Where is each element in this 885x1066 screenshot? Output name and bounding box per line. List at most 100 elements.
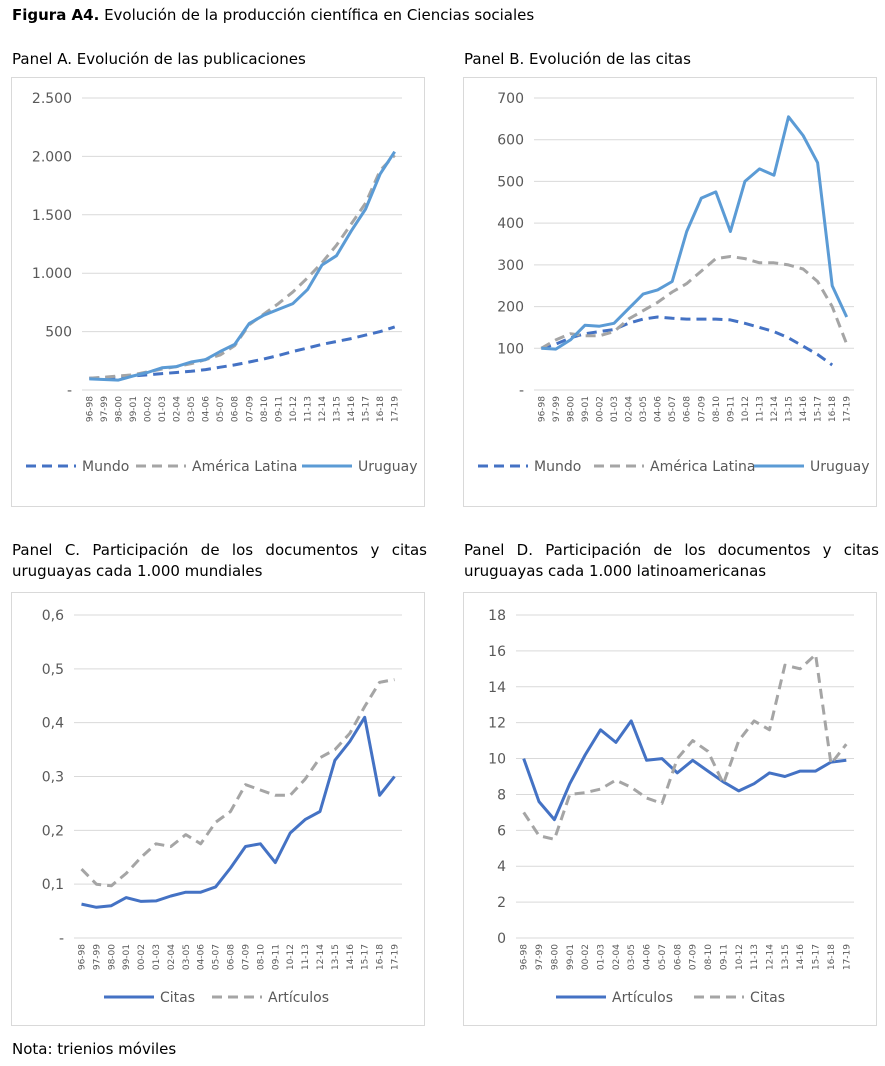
x-tick-label: 12-14 — [766, 944, 776, 970]
y-tick-label: 2.500 — [32, 91, 72, 107]
x-tick-label: 14-16 — [346, 944, 356, 970]
x-tick-label: 09-11 — [274, 396, 284, 422]
x-tick-label: 03-05 — [182, 944, 192, 970]
x-tick-label: 08-10 — [256, 944, 266, 970]
x-tick-label: 02-04 — [612, 944, 622, 970]
panel-b-chart: - 100 200 300 400 500 600 700 96-98 97-99 98-00 99-… — [463, 77, 877, 507]
y-tick-label: 0,2 — [42, 823, 64, 839]
x-tick-label: 10-12 — [289, 396, 299, 422]
panel-a-chart: - 500 1.000 1.500 2.000 2.500 96-98 97-99 98-00 9… — [11, 77, 425, 507]
y-tick-label: 1.500 — [32, 208, 72, 224]
x-tick-label: 17-19 — [391, 944, 401, 970]
x-tick-label: 96-98 — [537, 396, 547, 422]
x-tick-label: 16-18 — [827, 944, 837, 970]
x-tick-label: 12-14 — [318, 396, 328, 422]
x-tick-label: 07-09 — [241, 944, 251, 970]
x-tick-label: 97-99 — [535, 944, 545, 970]
series-line-artículos — [80, 678, 395, 888]
legend-label: Artículos — [612, 990, 673, 1006]
legend-label: Citas — [750, 990, 785, 1006]
legend-label: Uruguay — [358, 459, 418, 475]
panel-a-svg: - 500 1.000 1.500 2.000 2.500 96-98 97-99 98-00 9… — [26, 91, 418, 475]
y-tick-label: 10 — [488, 752, 506, 768]
x-tick-label: 04-06 — [197, 944, 207, 970]
y-tick-label: 0,6 — [42, 608, 64, 624]
x-tick-label: 16-18 — [376, 944, 386, 970]
x-tick-label: 12-14 — [770, 396, 780, 422]
y-tick-label: 0,3 — [42, 770, 64, 786]
series-line-citas — [522, 653, 848, 841]
x-tick-label: 07-09 — [697, 396, 707, 422]
x-tick-label: 03-05 — [627, 944, 637, 970]
x-tick-label: 05-07 — [216, 396, 226, 422]
y-tick-label: 2.000 — [32, 149, 72, 165]
x-tick-label: 98-00 — [566, 396, 576, 422]
y-tick-label: 0,5 — [42, 662, 64, 678]
y-tick-label: 4 — [497, 859, 506, 875]
x-tick-label: 02-04 — [625, 396, 635, 422]
series-line-uruguay — [89, 150, 396, 382]
figure-note: Nota: trienios móviles — [12, 1040, 177, 1058]
x-tick-label: 06-08 — [673, 944, 683, 970]
x-tick-label: 09-11 — [726, 396, 736, 422]
x-tick-label: 05-07 — [668, 396, 678, 422]
x-tick-label: 05-07 — [212, 944, 222, 970]
x-tick-label: 11-13 — [303, 396, 313, 422]
y-tick-label: 300 — [497, 258, 524, 274]
y-tick-label: 8 — [497, 787, 506, 803]
series-line-mundo — [540, 315, 834, 367]
legend-label: Uruguay — [810, 459, 870, 475]
series-line-artículos — [522, 719, 847, 822]
x-tick-label: 13-15 — [333, 396, 343, 422]
x-tick-label: 03-05 — [639, 396, 649, 422]
x-tick-label: 96-98 — [85, 396, 95, 422]
x-tick-label: 17-19 — [842, 944, 852, 970]
x-tick-label: 98-00 — [550, 944, 560, 970]
y-tick-label: 0 — [497, 931, 506, 947]
x-tick-label: 10-12 — [286, 944, 296, 970]
x-tick-label: 99-01 — [122, 944, 132, 970]
legend-label: Citas — [160, 990, 195, 1006]
x-tick-label: 14-16 — [347, 396, 357, 422]
y-tick-label: 700 — [497, 91, 524, 107]
x-tick-label: 11-13 — [750, 944, 760, 970]
y-tick-label: 1.000 — [32, 266, 72, 282]
panel-d-chart: 0 2 4 6 8 10 12 14 16 18 96-98 97-99 98-00 99-01 00-02… — [463, 592, 877, 1026]
x-tick-label: 09-11 — [719, 944, 729, 970]
x-tick-label: 08-10 — [712, 396, 722, 422]
x-tick-label: 01-03 — [158, 396, 168, 422]
series-line-américa-latina — [89, 154, 396, 380]
series-line-citas — [81, 715, 396, 909]
legend-label: América Latina — [192, 459, 297, 475]
series-line-américa-latina — [540, 255, 849, 350]
x-tick-label: 07-09 — [689, 944, 699, 970]
x-tick-label: 13-15 — [781, 944, 791, 970]
y-tick-label: - — [67, 383, 72, 399]
legend-label: Mundo — [82, 459, 129, 475]
series-line-uruguay — [541, 115, 849, 351]
panel-b-title: Panel B. Evolución de las citas — [464, 50, 691, 68]
legend-label: Artículos — [268, 990, 329, 1006]
y-tick-label: 14 — [488, 680, 506, 696]
x-tick-label: 01-03 — [610, 396, 620, 422]
x-tick-label: 04-06 — [202, 396, 212, 422]
panel-b-svg: - 100 200 300 400 500 600 700 96-98 97-99 98-00 99-… — [478, 91, 870, 475]
x-tick-label: 15-17 — [814, 396, 824, 422]
y-tick-label: 200 — [497, 300, 524, 316]
x-tick-label: 03-05 — [187, 396, 197, 422]
x-tick-label: 11-13 — [755, 396, 765, 422]
x-tick-label: 98-00 — [114, 396, 124, 422]
x-tick-label: 10-12 — [735, 944, 745, 970]
figure-title: Figura A4. Evolución de la producción ci… — [12, 6, 534, 24]
x-tick-label: 00-02 — [595, 396, 605, 422]
x-tick-label: 13-15 — [785, 396, 795, 422]
x-tick-label: 99-01 — [581, 396, 591, 422]
x-tick-label: 02-04 — [167, 944, 177, 970]
panel-a-title: Panel A. Evolución de las publicaciones — [12, 50, 306, 68]
legend-label: América Latina — [650, 459, 755, 475]
x-tick-label: 98-00 — [107, 944, 117, 970]
panel-d-svg: 0 2 4 6 8 10 12 14 16 18 96-98 97-99 98-00 99-01 00-02… — [488, 608, 854, 1006]
x-tick-label: 97-99 — [92, 944, 102, 970]
y-tick-label: 100 — [497, 341, 524, 357]
y-tick-label: 2 — [497, 895, 506, 911]
